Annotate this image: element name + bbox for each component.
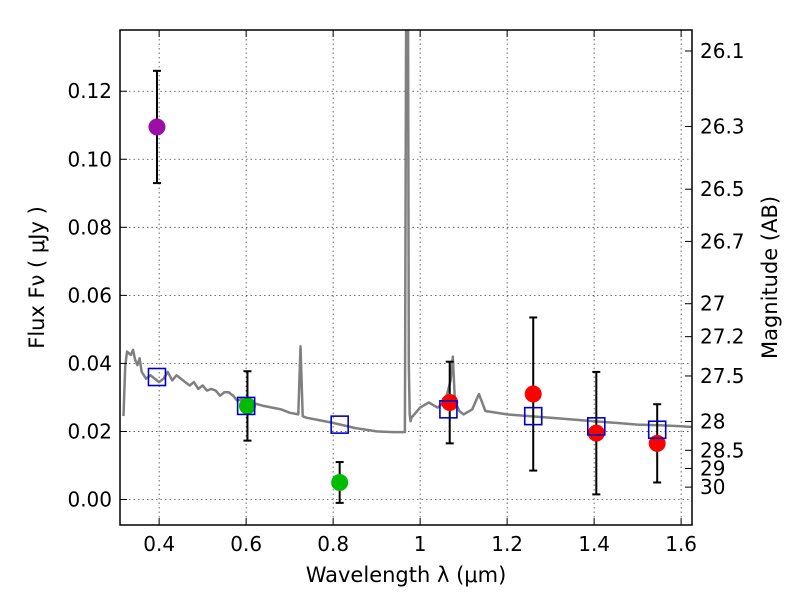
y-tick-label: 0.06 [67,283,112,307]
magnitude-tick-label: 26.3 [700,114,745,138]
y-tick-label: 0.10 [67,147,112,171]
model-photometry-square [330,415,349,434]
x-tick-label: 1.6 [665,532,697,556]
magnitude-tick-label: 29 [700,456,725,480]
data-point [331,473,349,491]
y-tick-label: 0.08 [67,215,112,239]
data-point [524,385,542,403]
data-point [587,424,605,442]
model-spectrum-line [122,30,692,434]
model-photometry-square [647,420,667,440]
magnitude-tick-label: 30 [700,475,725,499]
magnitude-tick-label: 27.2 [700,325,745,349]
x-tick-label: 0.8 [317,532,349,556]
model-photometry-square [523,406,543,426]
tick-labels: 0.4 0.6 0.8 1 1.2 1.4 1.6 0.00 0.02 0.04 0.06 0.08 0… [67,39,744,556]
data-point [441,394,459,412]
model-photometry-square [587,417,606,436]
data-point [238,397,256,415]
magnitude-tick-label: 27.5 [700,364,745,388]
y-tick-label: 0.04 [67,351,112,375]
data-point [148,118,166,136]
model-photometry-square [147,367,167,387]
magnitude-tick-label: 28.5 [700,438,745,462]
magnitude-tick-label: 26.5 [700,177,745,201]
x-tick-label: 1.4 [578,532,610,556]
y-tick-label: 0.02 [67,419,112,443]
magnitude-axis-label: Magnitude (AB) [758,196,782,359]
magnitude-tick-label: 28 [700,410,725,434]
tick-marks [120,30,692,525]
data-points-layer [147,69,667,504]
x-tick-label: 1.2 [491,532,523,556]
model-photometry-square [236,396,256,416]
magnitude-tick-label: 26.1 [700,39,745,63]
y-axis-label: Flux Fν ( μJy ) [25,206,49,349]
x-tick-label: 0.6 [230,532,262,556]
y-tick-label: 0.00 [67,487,112,511]
magnitude-tick-label: 26.7 [700,229,745,253]
y-tick-label: 0.12 [67,79,112,103]
data-point [648,434,666,452]
grid-lines [120,30,692,525]
x-tick-label: 0.4 [143,532,175,556]
magnitude-tick-label: 27 [700,292,725,316]
model-spectrum-layer [122,30,692,434]
x-axis-label: Wavelength λ (μm) [306,563,507,587]
x-tick-label: 1 [414,532,427,556]
model-photometry-square [439,400,458,419]
plot-frame [119,29,693,526]
